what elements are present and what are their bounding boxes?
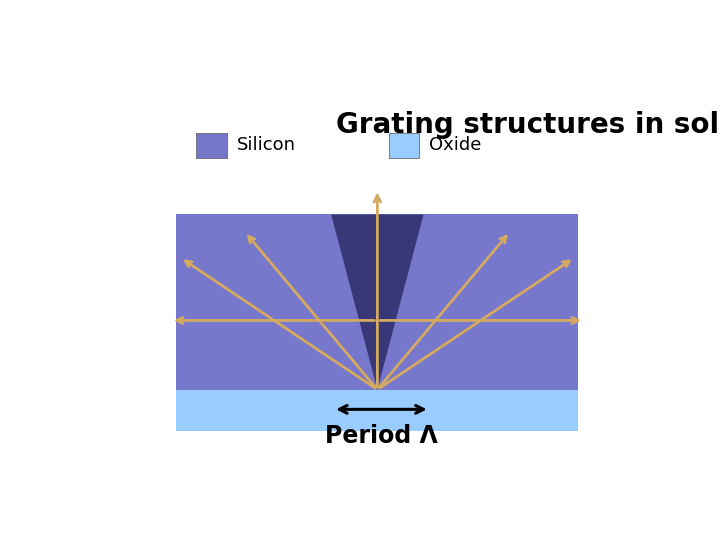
Bar	[176, 390, 578, 431]
Bar	[418, 390, 476, 410]
Polygon shape	[331, 214, 423, 390]
Text: Silicon: Silicon	[237, 137, 296, 154]
Bar	[257, 390, 315, 410]
Text: Period Λ: Period Λ	[325, 424, 438, 448]
Bar	[196, 133, 227, 158]
Bar	[184, 390, 243, 410]
Text: Grating structures in solar cells: Grating structures in solar cells	[336, 111, 720, 139]
Bar	[176, 214, 578, 431]
Text: Oxide: Oxide	[429, 137, 482, 154]
Bar	[389, 133, 419, 158]
Bar	[494, 390, 552, 410]
